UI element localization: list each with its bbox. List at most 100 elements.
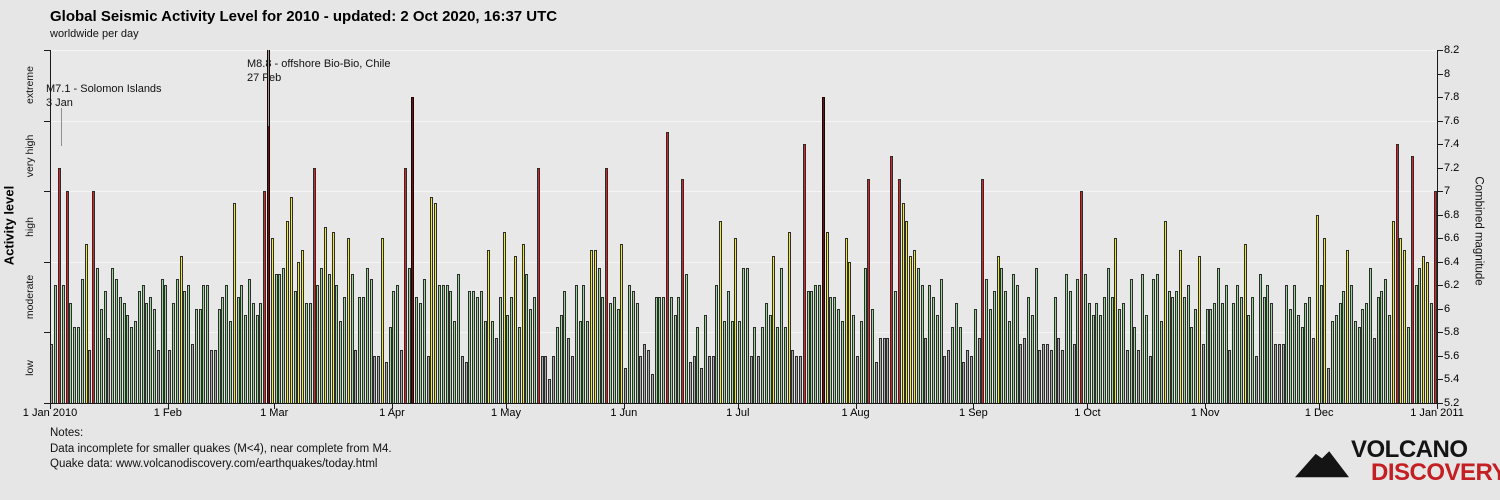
bar <box>487 250 491 403</box>
bar <box>734 238 738 403</box>
bar <box>282 267 286 403</box>
bar <box>981 179 985 403</box>
bar <box>601 297 605 403</box>
bar <box>768 314 772 403</box>
left-axis-tick <box>44 191 50 193</box>
bar <box>525 273 529 403</box>
activity-zone-label: very high <box>24 134 36 178</box>
bar <box>1369 267 1372 403</box>
bar <box>1357 326 1361 403</box>
bar <box>1247 314 1251 403</box>
bar <box>1030 314 1034 403</box>
bar <box>844 238 848 403</box>
bar <box>745 267 749 403</box>
bar <box>407 267 411 403</box>
bar <box>61 285 65 403</box>
bar <box>555 326 559 403</box>
bar <box>654 297 658 403</box>
bar <box>1239 297 1243 403</box>
bar <box>1266 285 1270 403</box>
bar <box>1049 350 1053 403</box>
bar <box>126 314 130 403</box>
bar <box>453 320 457 403</box>
bar <box>221 297 225 403</box>
bar <box>293 291 297 403</box>
month-tick <box>506 404 507 409</box>
bar <box>1042 344 1046 403</box>
bar <box>521 244 525 403</box>
bar <box>1156 273 1160 403</box>
bar <box>130 326 134 403</box>
bar <box>863 267 867 403</box>
bar <box>457 273 460 403</box>
right-axis-tick <box>1438 332 1443 334</box>
bar <box>392 291 396 403</box>
bar <box>198 308 202 403</box>
right-axis-tick <box>1438 97 1443 99</box>
bar <box>1289 308 1293 403</box>
bar <box>647 350 650 403</box>
bar <box>1190 326 1194 403</box>
bar <box>164 285 168 403</box>
bar <box>308 302 312 403</box>
bar <box>928 285 932 403</box>
bar <box>871 308 875 403</box>
bar <box>1000 267 1004 403</box>
bar <box>1372 338 1376 403</box>
volcanodiscovery-logo: VOLCANO DISCOVERY <box>1295 436 1500 492</box>
bar <box>1296 314 1300 403</box>
bar <box>833 297 837 403</box>
x-axis-month-label: 1 Dec <box>1304 407 1334 419</box>
bar <box>1232 302 1236 403</box>
bar <box>468 291 472 403</box>
bar <box>137 291 141 403</box>
bar <box>84 244 88 403</box>
bar <box>966 350 970 403</box>
activity-zone-label: extreme <box>24 66 36 105</box>
bar <box>947 350 951 403</box>
left-axis-tick <box>44 332 50 334</box>
bar <box>1213 302 1217 403</box>
bar <box>1422 255 1426 403</box>
bar <box>96 267 99 403</box>
bar <box>58 167 61 403</box>
bar <box>422 279 426 403</box>
bar <box>681 179 685 403</box>
bar <box>802 144 806 403</box>
bar <box>730 320 734 403</box>
bar <box>890 155 894 403</box>
bar <box>1312 338 1315 403</box>
bar <box>544 355 548 403</box>
bar <box>1277 344 1281 403</box>
bar <box>856 355 859 403</box>
bar <box>1011 273 1015 403</box>
x-axis-month-label: 1 May <box>491 407 521 419</box>
bar <box>837 308 840 403</box>
bar <box>696 326 700 403</box>
bar <box>829 297 833 403</box>
bar <box>274 273 278 403</box>
bar <box>1220 302 1224 403</box>
bar <box>1008 320 1011 403</box>
right-axis-tick-label: 5.4 <box>1444 373 1460 386</box>
bar <box>460 355 464 403</box>
bar <box>1205 308 1209 403</box>
bar <box>369 279 373 403</box>
right-axis-tick <box>1438 144 1443 146</box>
bar <box>479 291 483 403</box>
note-line-2: Quake data: www.volcanodiscovery.com/ear… <box>50 458 378 470</box>
bar <box>80 279 84 403</box>
bar <box>901 202 905 403</box>
bar <box>650 373 654 403</box>
bar <box>590 250 593 403</box>
notes-label: Notes: <box>50 427 84 439</box>
bar <box>1004 291 1008 403</box>
bar <box>578 320 582 403</box>
bar <box>563 291 567 403</box>
right-axis-tick-label: 7.4 <box>1444 138 1460 151</box>
bar <box>609 302 612 403</box>
bar <box>1118 308 1122 403</box>
bar <box>1361 308 1365 403</box>
x-axis-month-label: 1 Jan 2011 <box>1410 407 1464 419</box>
bar <box>1144 314 1148 403</box>
